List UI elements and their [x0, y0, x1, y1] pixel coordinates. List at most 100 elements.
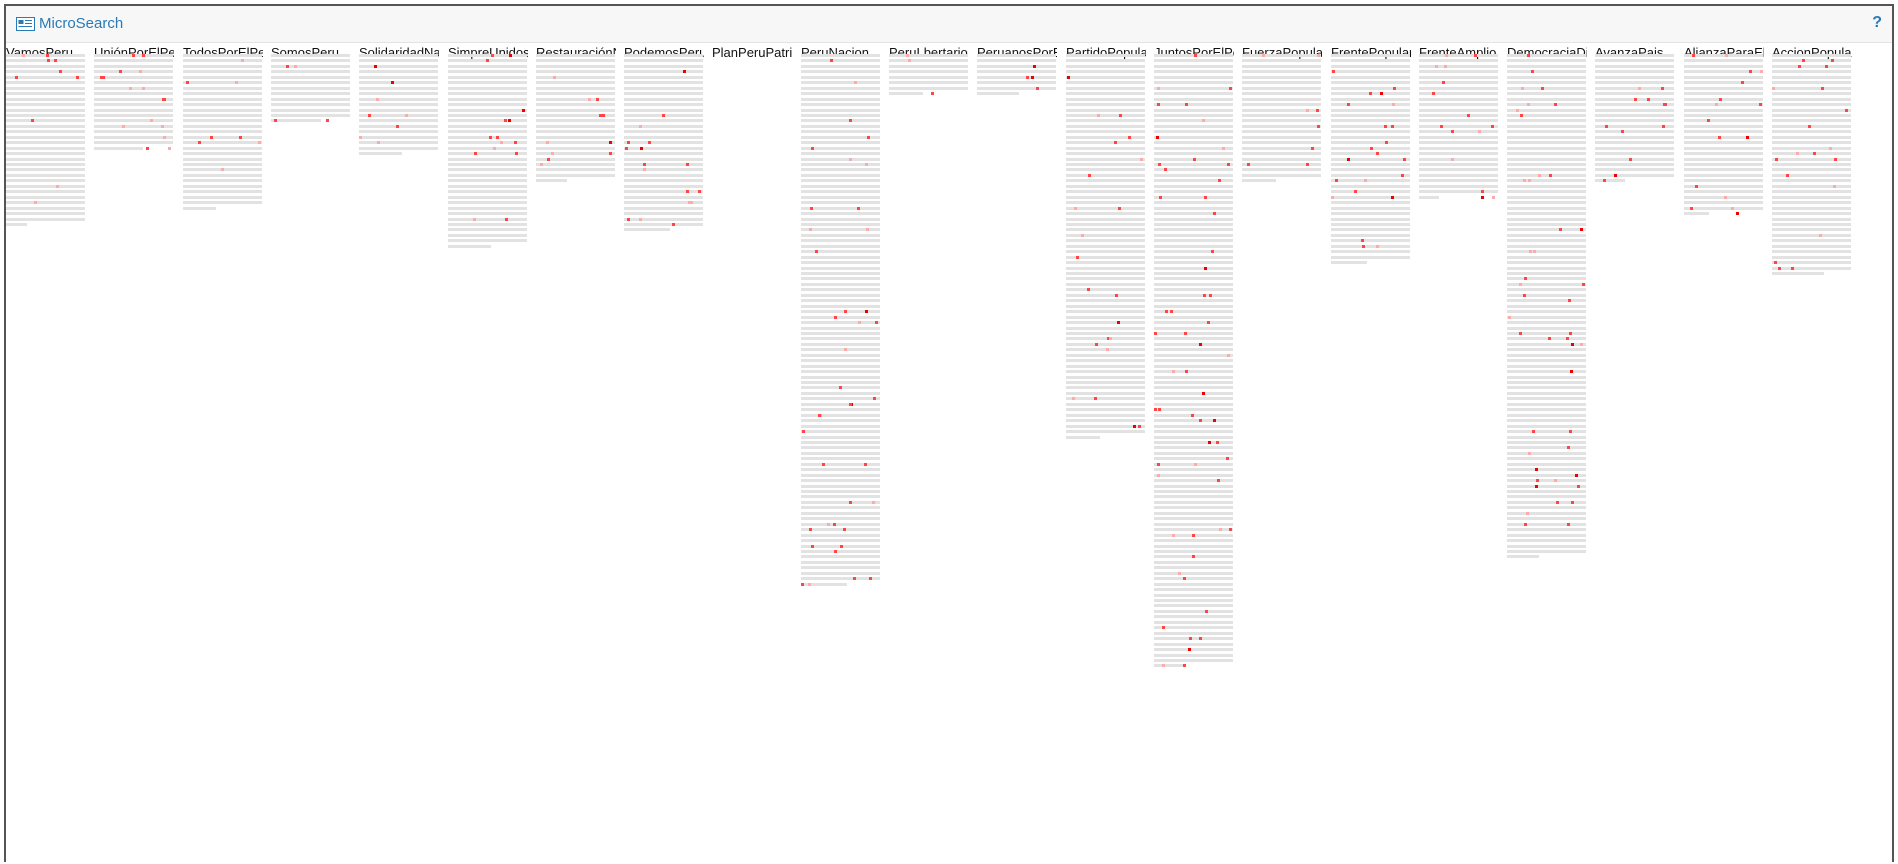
match-marker[interactable]: [1435, 64, 1438, 68]
document-row[interactable]: [448, 222, 527, 226]
document-row[interactable]: [1507, 157, 1586, 161]
document-row[interactable]: [801, 228, 880, 232]
match-marker[interactable]: [1128, 135, 1131, 139]
document-row[interactable]: [1507, 533, 1586, 537]
document-row[interactable]: [801, 81, 880, 85]
document-row[interactable]: [1419, 163, 1498, 166]
document-row[interactable]: [801, 495, 880, 499]
document-row[interactable]: [94, 81, 173, 85]
document-row[interactable]: [1154, 539, 1233, 543]
document-row[interactable]: [1507, 119, 1586, 123]
match-marker[interactable]: [186, 81, 189, 85]
document-row[interactable]: [448, 206, 527, 210]
match-marker[interactable]: [1227, 353, 1230, 357]
match-marker[interactable]: [1451, 130, 1454, 134]
column-title[interactable]: AvanzaPais: [1595, 45, 1664, 60]
document-row[interactable]: [271, 103, 350, 107]
document-row[interactable]: [801, 130, 880, 134]
match-marker[interactable]: [639, 217, 642, 221]
document-row[interactable]: [6, 157, 85, 161]
document-row[interactable]: [1154, 337, 1233, 341]
document-row[interactable]: [1772, 113, 1851, 117]
match-marker[interactable]: [1140, 157, 1143, 161]
document-row[interactable]: [1507, 304, 1586, 308]
match-marker[interactable]: [1117, 321, 1120, 325]
match-marker[interactable]: [1114, 141, 1117, 145]
match-marker[interactable]: [1819, 233, 1822, 237]
document-row[interactable]: [1684, 146, 1763, 150]
document-row[interactable]: [1331, 152, 1410, 156]
document-row[interactable]: [94, 124, 173, 128]
match-marker[interactable]: [1831, 59, 1834, 63]
document-row[interactable]: [1066, 195, 1145, 199]
match-marker[interactable]: [1204, 266, 1207, 270]
document-row[interactable]: [1331, 212, 1410, 216]
document-row[interactable]: [1154, 261, 1233, 265]
document-row[interactable]: [1507, 462, 1586, 466]
document-row[interactable]: [1772, 173, 1851, 177]
document-row[interactable]: [1154, 642, 1233, 646]
document-row[interactable]: [1154, 653, 1233, 657]
document-row[interactable]: [1507, 506, 1586, 510]
document-row[interactable]: [801, 566, 880, 570]
document-row[interactable]: [1154, 244, 1233, 248]
match-marker[interactable]: [1229, 528, 1232, 532]
document-row[interactable]: [536, 86, 615, 90]
document-row[interactable]: [1154, 135, 1233, 139]
document-row[interactable]: [536, 146, 615, 150]
document-row[interactable]: [801, 479, 880, 483]
match-marker[interactable]: [1570, 370, 1573, 374]
document-row[interactable]: [1331, 206, 1410, 210]
match-marker[interactable]: [1445, 54, 1448, 57]
match-marker[interactable]: [1097, 113, 1100, 117]
document-row[interactable]: [536, 119, 615, 123]
document-row[interactable]: [1154, 359, 1233, 363]
document-row[interactable]: [448, 130, 527, 134]
document-row[interactable]: [624, 119, 703, 123]
document-row[interactable]: [1154, 331, 1233, 335]
match-marker[interactable]: [1813, 152, 1816, 156]
document-row[interactable]: [1154, 239, 1233, 243]
match-marker[interactable]: [858, 321, 861, 325]
match-marker[interactable]: [1081, 233, 1084, 237]
document-row[interactable]: [801, 272, 880, 275]
document-row[interactable]: [801, 244, 880, 248]
match-marker[interactable]: [1491, 124, 1494, 128]
match-marker[interactable]: [1227, 163, 1230, 166]
document-row[interactable]: [1154, 299, 1233, 303]
match-marker[interactable]: [377, 141, 380, 145]
document-row[interactable]: [801, 571, 880, 575]
document-row[interactable]: [1154, 92, 1233, 96]
match-marker[interactable]: [142, 86, 145, 90]
document-row[interactable]: [1595, 124, 1674, 128]
document-row[interactable]: [1507, 108, 1586, 112]
document-row[interactable]: [624, 190, 703, 194]
document-row[interactable]: [359, 86, 438, 90]
document-row[interactable]: [1419, 108, 1498, 112]
match-marker[interactable]: [867, 135, 870, 139]
match-marker[interactable]: [1833, 184, 1836, 188]
document-row[interactable]: [801, 402, 880, 406]
match-marker[interactable]: [359, 135, 362, 139]
column-title[interactable]: PodemosPeru: [624, 45, 704, 60]
match-marker[interactable]: [1189, 637, 1192, 641]
document-row[interactable]: [6, 59, 85, 63]
document-row[interactable]: [1772, 108, 1851, 112]
match-marker[interactable]: [1775, 157, 1778, 161]
document-row[interactable]: [1419, 179, 1498, 183]
document-row[interactable]: [1066, 130, 1145, 134]
document-row[interactable]: [1684, 75, 1763, 79]
document-row[interactable]: [1066, 304, 1145, 308]
document-row[interactable]: [536, 81, 615, 85]
document-row[interactable]: [1507, 222, 1586, 226]
document-row[interactable]: [801, 582, 847, 586]
match-marker[interactable]: [1802, 59, 1805, 63]
match-marker[interactable]: [1165, 310, 1168, 314]
document-row[interactable]: [889, 59, 968, 63]
document-row[interactable]: [801, 108, 880, 112]
document-row[interactable]: [801, 500, 880, 504]
document-row[interactable]: [94, 108, 173, 112]
document-row[interactable]: [801, 533, 880, 537]
match-marker[interactable]: [1188, 648, 1191, 652]
document-row[interactable]: [801, 103, 880, 107]
